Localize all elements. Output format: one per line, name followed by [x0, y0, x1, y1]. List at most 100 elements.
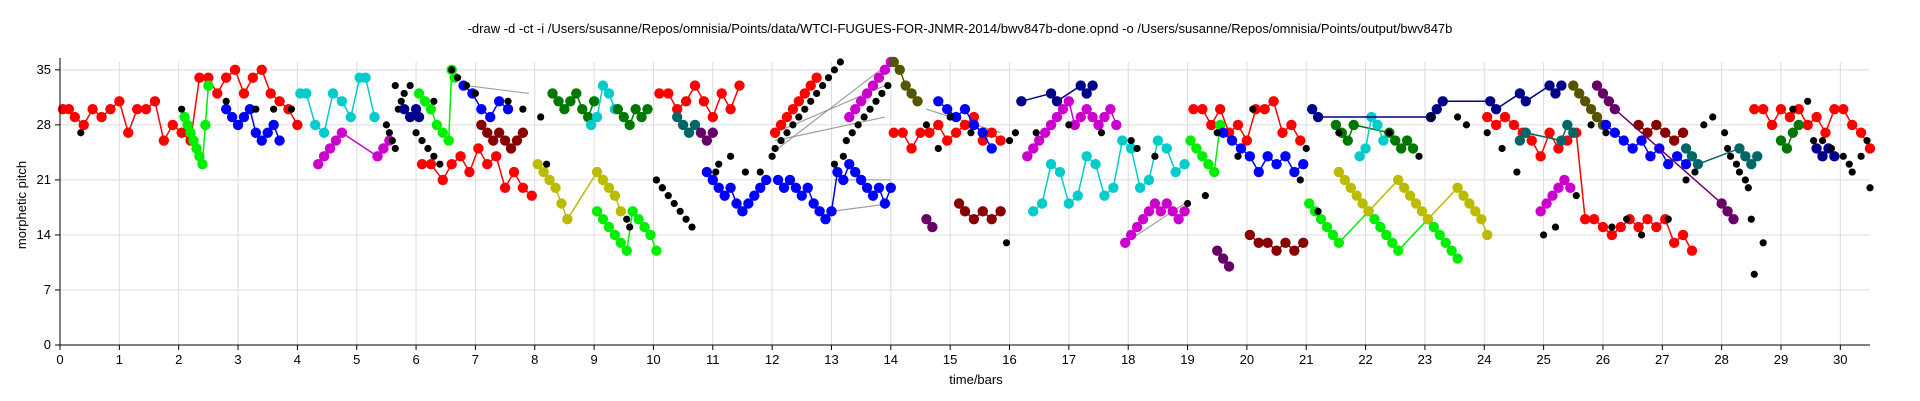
data-point: [1289, 245, 1300, 256]
data-point: [1700, 121, 1708, 129]
data-point: [203, 80, 214, 91]
data-point: [1057, 103, 1069, 115]
data-point: [777, 137, 785, 145]
series-navy: [1016, 80, 1098, 107]
series-line: [1222, 132, 1304, 174]
data-point: [1226, 135, 1238, 146]
data-point: [1734, 143, 1745, 154]
data-point: [1039, 127, 1051, 138]
data-point: [725, 182, 736, 193]
data-point: [537, 113, 545, 121]
data-point: [1298, 237, 1309, 249]
data-point: [1404, 190, 1416, 201]
data-point: [123, 127, 134, 138]
data-point: [1369, 214, 1380, 225]
data-point: [1603, 96, 1615, 107]
data-point: [1401, 135, 1413, 146]
data-point: [915, 127, 926, 138]
series-green: [591, 206, 662, 256]
data-point: [1280, 237, 1291, 249]
data-point: [301, 88, 312, 99]
data-point: [1357, 198, 1368, 209]
data-point: [769, 127, 781, 138]
data-point: [796, 190, 808, 201]
data-point: [879, 64, 891, 76]
data-point: [676, 207, 684, 215]
data-point: [1173, 214, 1184, 225]
data-point: [615, 237, 627, 249]
data-point: [1608, 223, 1616, 231]
data-point: [839, 152, 847, 160]
data-point: [1302, 144, 1310, 153]
data-point: [499, 182, 511, 193]
data-point: [1757, 103, 1769, 115]
data-point: [1535, 151, 1546, 162]
data-point: [811, 72, 822, 83]
data-point: [900, 80, 911, 91]
data-point: [623, 215, 631, 223]
data-point: [712, 168, 720, 176]
data-point: [1033, 135, 1045, 146]
data-point: [1244, 229, 1256, 241]
data-point: [1212, 245, 1223, 256]
data-point: [850, 103, 861, 115]
data-point: [959, 206, 971, 217]
data-point: [1437, 96, 1448, 107]
data-point: [1036, 198, 1048, 209]
data-point: [1117, 135, 1128, 146]
data-point: [1651, 221, 1662, 233]
data-point: [995, 135, 1006, 146]
data-point: [194, 72, 205, 83]
data-point: [1839, 152, 1847, 160]
data-point: [425, 103, 437, 115]
data-point: [1244, 151, 1256, 162]
data-point: [1277, 127, 1288, 138]
data-point: [977, 206, 989, 217]
data-point: [609, 190, 621, 201]
data-point: [1513, 168, 1521, 176]
series-green: [413, 64, 460, 146]
data-point: [1637, 231, 1646, 239]
data-point: [1253, 166, 1264, 178]
data-point: [1262, 151, 1273, 162]
data-point: [482, 158, 493, 170]
data-point: [268, 119, 279, 131]
x-tick-label: 20: [1240, 352, 1254, 367]
data-point: [802, 182, 813, 193]
data-point: [1721, 129, 1729, 137]
data-point: [203, 72, 214, 83]
data-point: [1855, 127, 1867, 138]
data-point: [1453, 113, 1462, 121]
data-point: [1476, 214, 1487, 225]
data-point: [1170, 166, 1181, 178]
y-tick-label: 0: [44, 337, 51, 352]
data-point: [1723, 144, 1732, 153]
data-point: [1127, 137, 1135, 145]
data-point: [801, 105, 809, 113]
x-tick-label: 11: [706, 352, 720, 367]
data-point: [645, 229, 656, 241]
data-point: [630, 103, 641, 115]
x-tick-label: 9: [590, 352, 597, 367]
data-point: [1183, 199, 1192, 208]
series-blue: [1217, 127, 1309, 178]
data-point: [1848, 168, 1856, 176]
series-cyan: [295, 72, 380, 138]
data-point: [238, 88, 250, 99]
data-point: [967, 129, 975, 137]
data-point: [493, 127, 505, 138]
data-point: [336, 127, 348, 138]
data-point: [220, 72, 232, 83]
data-point: [499, 135, 511, 146]
data-point: [149, 96, 161, 107]
data-point: [959, 119, 971, 131]
data-point: [1811, 111, 1822, 123]
series-line: [62, 68, 299, 143]
series-red: [1749, 103, 1876, 154]
data-point: [1793, 103, 1804, 115]
data-point: [556, 198, 567, 209]
data-point: [1556, 80, 1567, 91]
data-point: [725, 103, 736, 115]
data-point: [1671, 151, 1683, 162]
series-cyan: [1028, 135, 1190, 217]
